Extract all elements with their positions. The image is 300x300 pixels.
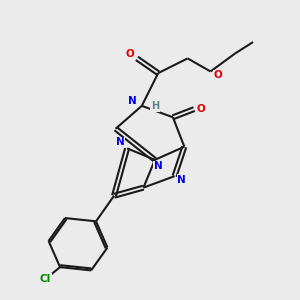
- Text: Cl: Cl: [40, 274, 51, 284]
- Text: O: O: [213, 70, 222, 80]
- Text: N: N: [177, 175, 186, 185]
- Text: N: N: [154, 161, 163, 171]
- Text: O: O: [197, 104, 206, 114]
- Text: N: N: [128, 96, 137, 106]
- Text: O: O: [125, 50, 134, 59]
- Text: H: H: [151, 101, 159, 111]
- Text: N: N: [116, 137, 124, 148]
